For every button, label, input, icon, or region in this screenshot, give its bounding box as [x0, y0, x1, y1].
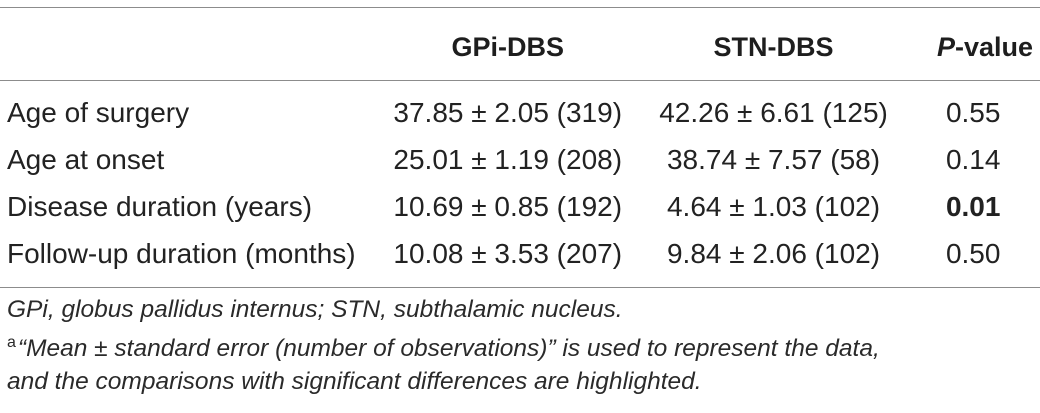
header-stn-dbs: STN-DBS [713, 31, 834, 62]
data-note: a“Mean ± standard error (number of obser… [7, 326, 1035, 365]
cell-gpi-dbs: 10.08 ± 3.53 (207) [393, 237, 623, 269]
cell-gpi-dbs: 10.69 ± 0.85 (192) [393, 190, 623, 222]
header-label-column [0, 0, 375, 80]
table-footnotes: GPi, globus pallidus internus; STN, subt… [7, 293, 1035, 398]
header-p-value: P-value [906, 0, 1040, 80]
cell-p-value: 0.14 [945, 143, 1001, 175]
table-bottom-rule [0, 287, 1040, 288]
table-row: Age at onset 25.01 ± 1.19 (208) 38.74 ± … [0, 136, 1040, 183]
cell-gpi-dbs: 25.01 ± 1.19 (208) [393, 143, 623, 175]
table-top-rule [0, 7, 1040, 8]
row-label: Disease duration (years) [7, 190, 313, 222]
cell-gpi-dbs: 37.85 ± 2.05 (319) [393, 96, 623, 128]
table-row: Disease duration (years) 10.69 ± 0.85 (1… [0, 183, 1040, 230]
cell-stn-dbs: 4.64 ± 1.03 (102) [666, 190, 881, 222]
cell-p-value-significant: 0.01 [945, 190, 1001, 222]
row-label: Follow-up duration (months) [7, 237, 356, 269]
cell-p-value: 0.55 [945, 96, 1001, 128]
data-note-line-2: and the comparisons with significant dif… [7, 368, 702, 395]
cell-stn-dbs: 9.84 ± 2.06 (102) [666, 237, 881, 269]
table-header-row: GPi-DBS STN-DBS P-value [0, 0, 1040, 80]
abbreviations-note: GPi, globus pallidus internus; STN, subt… [7, 296, 623, 323]
footnote-marker: a [7, 334, 16, 351]
cell-stn-dbs: 38.74 ± 7.57 (58) [666, 143, 881, 175]
table-header-rule [0, 80, 1040, 81]
header-p-italic: P [936, 31, 955, 62]
header-p-rest: -value [954, 31, 1033, 62]
table-row: Follow-up duration (months) 10.08 ± 3.53… [0, 230, 1040, 277]
row-label: Age at onset [7, 143, 165, 175]
comparison-table: GPi-DBS STN-DBS P-value Age of surgery 3… [0, 0, 1040, 277]
header-spacer [0, 80, 1040, 89]
table-row: Age of surgery 37.85 ± 2.05 (319) 42.26 … [0, 89, 1040, 136]
row-label: Age of surgery [7, 96, 190, 128]
cell-p-value: 0.50 [945, 237, 1001, 269]
cell-stn-dbs: 42.26 ± 6.61 (125) [659, 96, 888, 128]
data-note-line-1: “Mean ± standard error (number of observ… [17, 335, 880, 362]
header-gpi-dbs: GPi-DBS [451, 31, 564, 62]
